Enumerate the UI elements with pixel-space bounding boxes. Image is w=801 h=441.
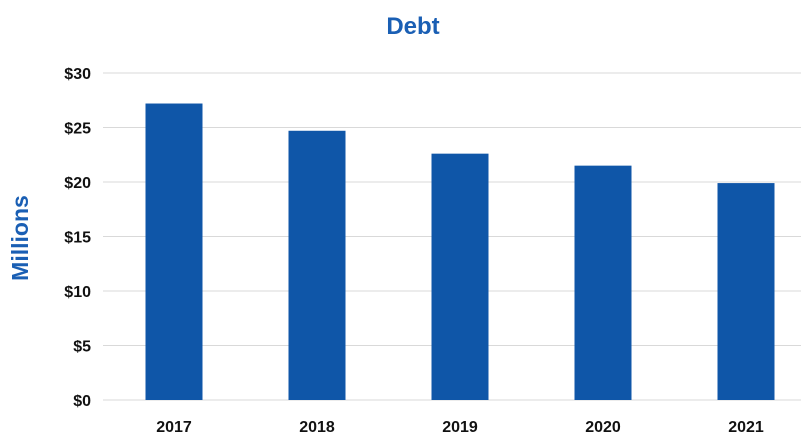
y-tick-label: $20	[64, 175, 91, 192]
y-tick-label: $15	[64, 230, 91, 247]
y-tick-label: $0	[73, 393, 91, 410]
bar-2019	[431, 153, 489, 400]
bar-2017	[145, 103, 203, 401]
bar-2020	[574, 165, 632, 400]
x-tick-label: 2018	[299, 419, 335, 436]
x-tick-label: 2017	[156, 419, 192, 436]
x-tick-label: 2020	[585, 419, 621, 436]
y-axis-label: Millions	[7, 195, 33, 281]
bar-2018	[288, 130, 346, 400]
x-tick-label: 2019	[442, 419, 478, 436]
y-tick-label: $10	[64, 284, 91, 301]
bar-2021	[717, 183, 775, 400]
y-tick-label: $30	[64, 66, 91, 83]
y-tick-label: $5	[73, 339, 91, 356]
chart-title: Debt	[386, 13, 439, 40]
y-tick-label: $25	[64, 121, 91, 138]
bars	[145, 103, 775, 401]
x-tick-label: 2021	[728, 419, 764, 436]
y-axis-ticks: $0 $5 $10 $15 $20 $25 $30	[64, 66, 91, 410]
x-axis-ticks: 2017 2018 2019 2020 2021	[156, 419, 764, 436]
